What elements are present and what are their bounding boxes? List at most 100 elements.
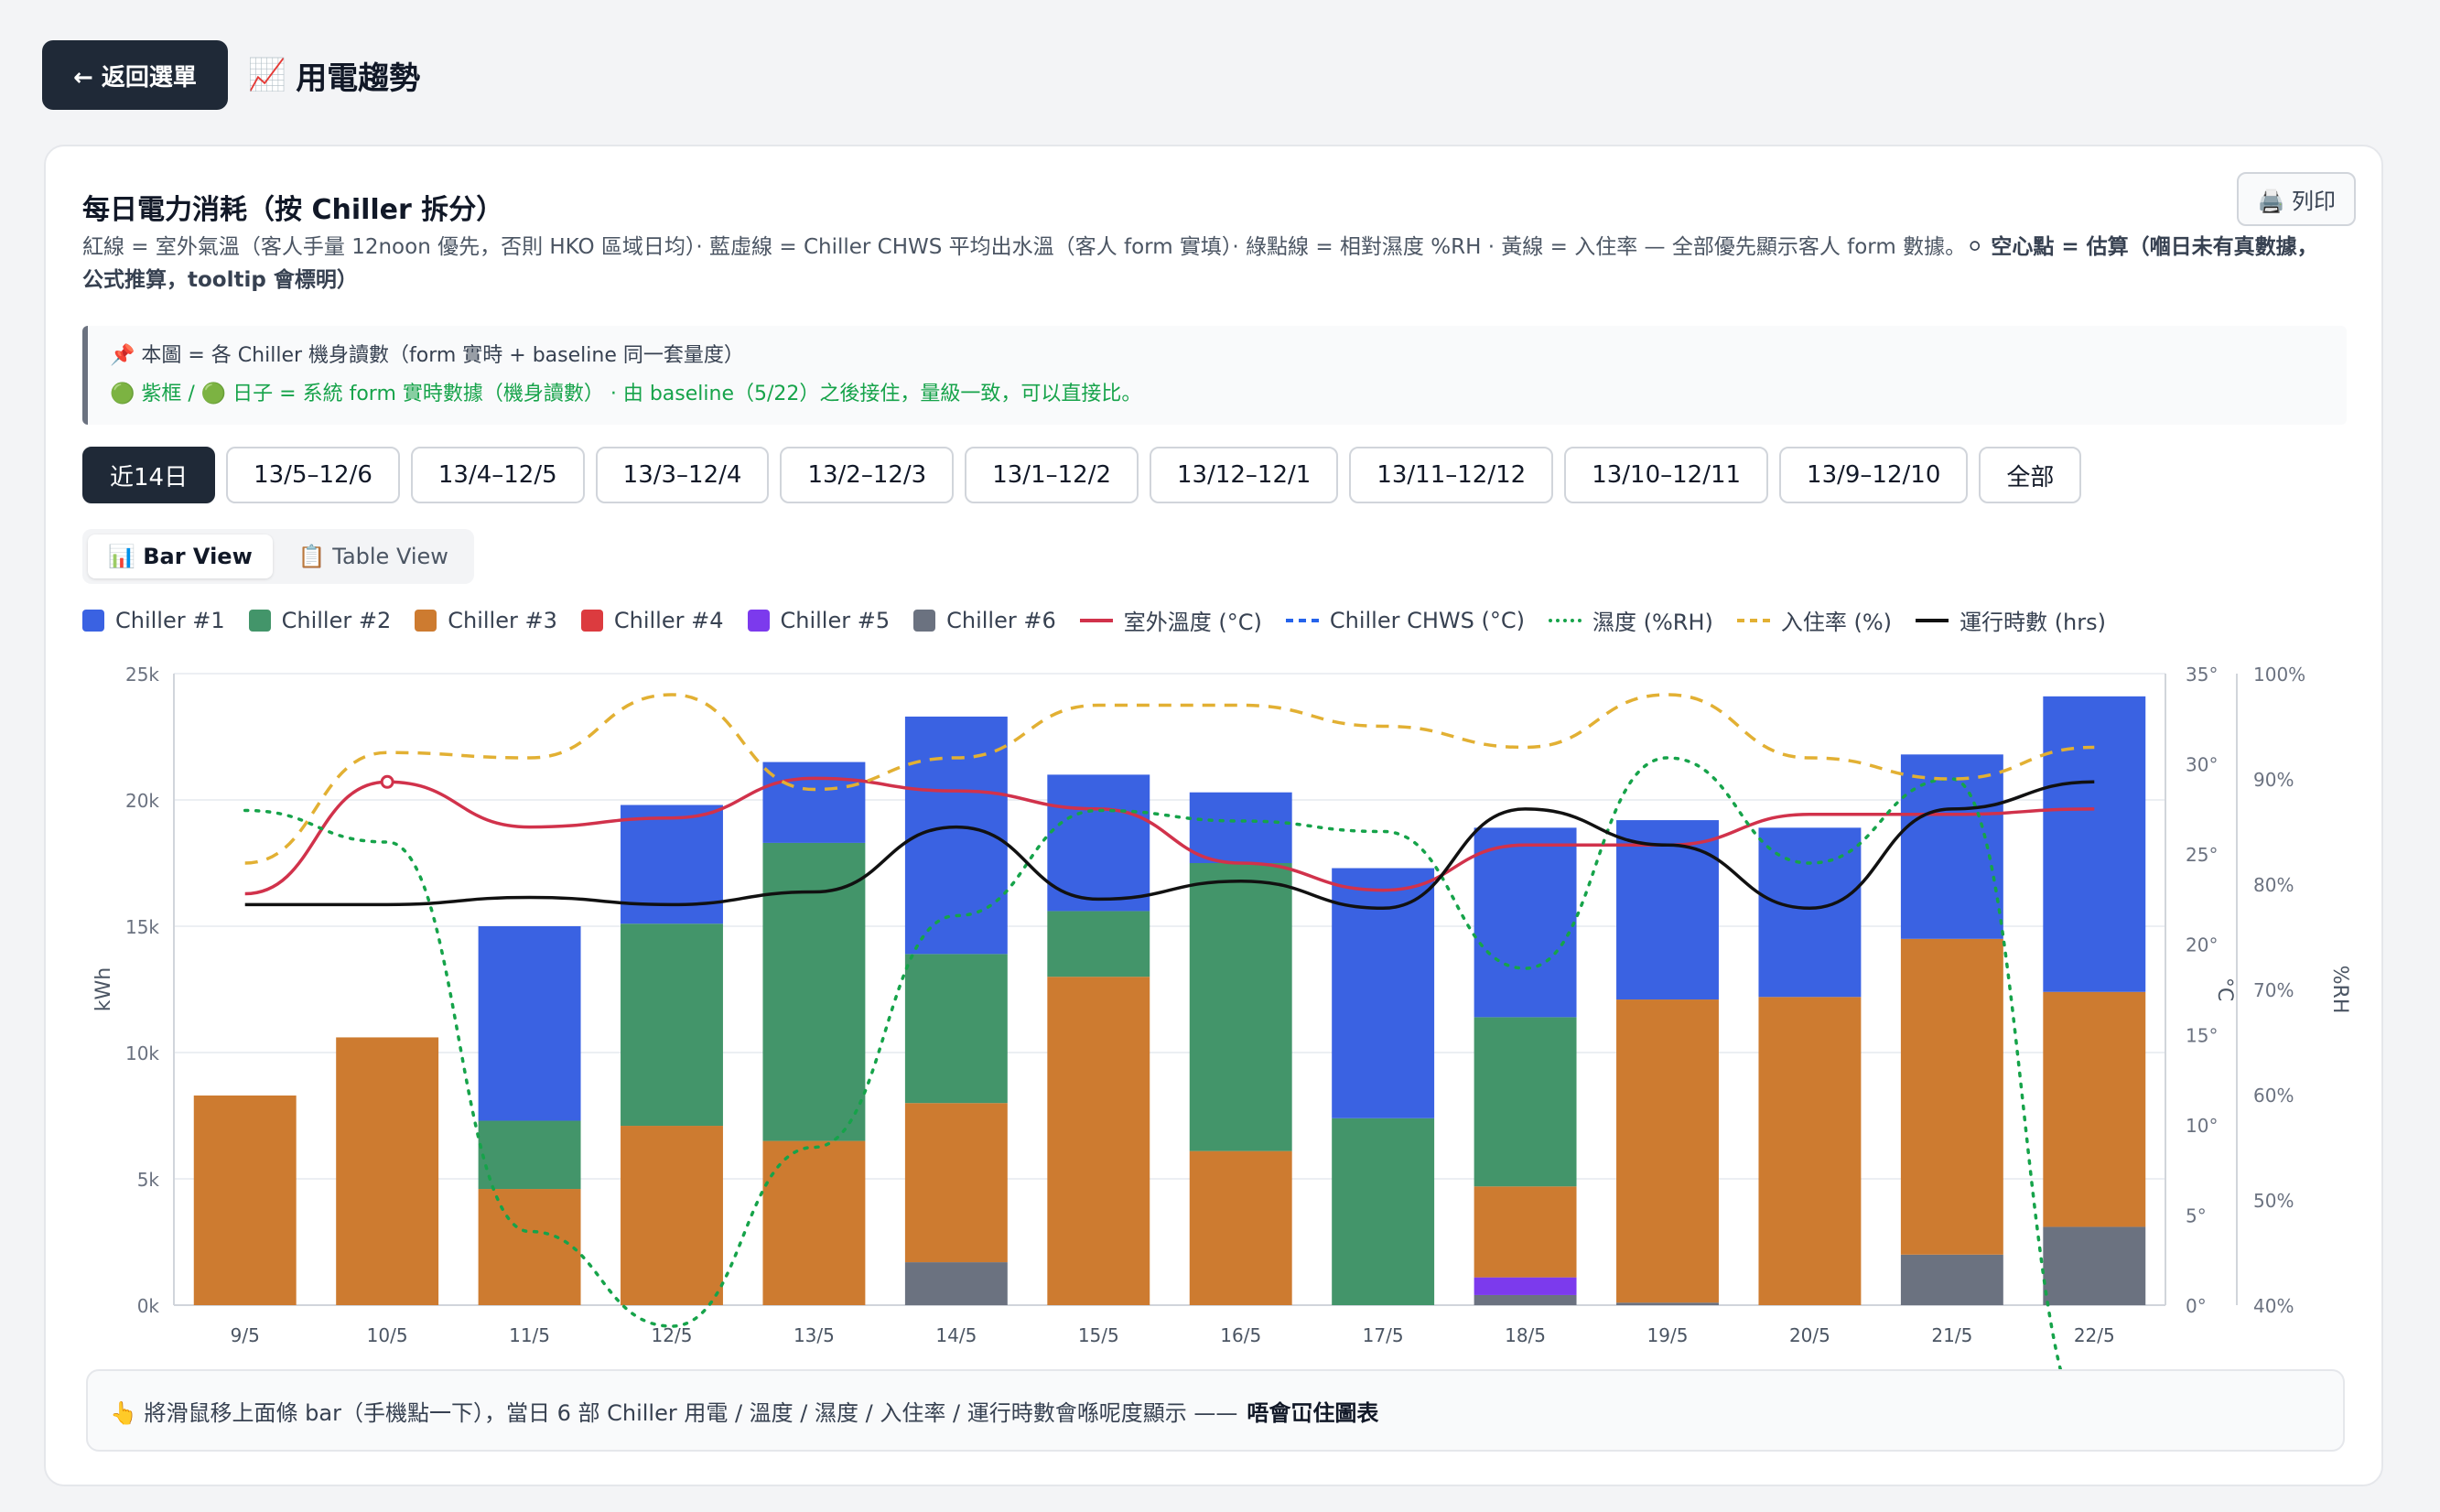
series-line [244, 693, 2095, 865]
note-line-2: 🟢 紫框 / 🟢 日子 = 系統 form 實時數據（機身讀數） · 由 bas… [110, 383, 1142, 405]
bar-segment [1332, 868, 1435, 1118]
bar-segment [762, 1140, 866, 1305]
top-bar: ← 返回選單 📈 用電趨勢 [42, 40, 420, 110]
legend-line [1736, 618, 1770, 622]
y3-tick-label: 80% [2253, 874, 2294, 896]
bar-view-button[interactable]: 📊 Bar View [88, 535, 273, 578]
legend-swatch [415, 609, 437, 632]
legend-label: 入住率 (%) [1780, 610, 1893, 635]
page-title: 📈 用電趨勢 [248, 53, 420, 98]
x-tick-label: 19/5 [1647, 1324, 1689, 1346]
legend-label: 室外溫度 (°C) [1123, 610, 1262, 635]
legend-label: Chiller #3 [448, 607, 557, 633]
bar-segment [1474, 827, 1577, 1018]
x-tick-label: 12/5 [652, 1324, 693, 1346]
y3-tick-label: 40% [2253, 1295, 2294, 1317]
range-tab[interactable]: 13/12–12/1 [1150, 447, 1339, 503]
bar-segment [193, 1095, 297, 1305]
bar-segment [1474, 1017, 1577, 1187]
bar-segment [1474, 1294, 1577, 1305]
legend-line [1549, 618, 1582, 622]
bar-segment [336, 1037, 439, 1305]
card-description: 紅線 = 室外氣溫（客人手量 12noon 優先，否則 HKO 區域日均）· 藍… [82, 231, 2334, 297]
legend-swatch [82, 609, 104, 632]
note-line-1: 📌 本圖 = 各 Chiller 機身讀數（form 實時 + baseline… [110, 344, 744, 367]
bar-segment [2043, 1226, 2146, 1305]
series-line [244, 780, 2095, 911]
x-tick-label: 10/5 [367, 1324, 408, 1346]
y-axis-label: kWh [92, 967, 115, 1011]
legend-item[interactable]: Chiller #4 [580, 607, 724, 633]
legend-item[interactable]: Chiller #1 [82, 608, 225, 633]
legend-line [1916, 618, 1949, 622]
bar-segment [1474, 1277, 1577, 1295]
range-tab[interactable]: 13/1–12/2 [965, 447, 1139, 503]
bar-segment [1047, 911, 1150, 977]
legend-swatch [913, 609, 936, 632]
y2-axis-label: °C [2213, 977, 2236, 1001]
bar-segment [904, 1262, 1008, 1305]
bar-segment [478, 1189, 581, 1305]
x-tick-label: 22/5 [2074, 1324, 2115, 1346]
x-tick-label: 21/5 [1931, 1324, 1972, 1346]
card-title: 每日電力消耗（按 Chiller 拆分） [82, 194, 504, 226]
legend-swatch [747, 609, 770, 632]
legend-item[interactable]: Chiller CHWS (°C) [1285, 608, 1525, 633]
x-tick-label: 18/5 [1505, 1324, 1546, 1346]
table-view-button[interactable]: 📋 Table View [297, 544, 448, 569]
energy-chart[interactable]: 0k 5k 10k 15k 20k 25k kWh 0° 5° 10° 15° 20° 25° 30° 35… [46, 146, 2385, 1488]
legend-label: Chiller #1 [115, 607, 225, 633]
legend-item[interactable]: 室外溫度 (°C) [1079, 604, 1262, 636]
range-tab-all[interactable]: 全部 [1979, 447, 2082, 503]
range-tab[interactable]: 13/4–12/5 [410, 447, 585, 503]
y2-tick-label: 0° [2186, 1295, 2207, 1317]
y-tick-label: 5k [137, 1169, 160, 1191]
legend-label: Chiller #4 [613, 607, 724, 633]
bar-segment [621, 1126, 723, 1305]
range-tab[interactable]: 13/11–12/12 [1349, 447, 1554, 503]
legend-item[interactable]: 入住率 (%) [1736, 604, 1893, 636]
bar-segment [762, 761, 866, 843]
print-button[interactable]: 🖨️ 列印 [2237, 172, 2356, 226]
bar-segment [2043, 991, 2146, 1227]
legend-label: Chiller #5 [780, 607, 891, 633]
x-tick-label: 9/5 [231, 1324, 260, 1346]
range-tab[interactable]: 13/10–12/11 [1564, 447, 1769, 503]
bar-segment [1900, 938, 2003, 1255]
y2-tick-label: 15° [2186, 1024, 2218, 1046]
x-tick-label: 14/5 [935, 1324, 977, 1346]
legend-item[interactable]: Chiller #3 [415, 608, 557, 633]
legend-item[interactable]: Chiller #5 [747, 607, 891, 633]
y2-tick-label: 5° [2186, 1204, 2207, 1226]
hover-hint: 👆 將滑鼠移上面條 bar（手機點一下），當日 6 部 Chiller 用電 /… [86, 1369, 2345, 1452]
x-tick-label: 16/5 [1220, 1324, 1261, 1346]
hint-text: 👆 將滑鼠移上面條 bar（手機點一下），當日 6 部 Chiller 用電 /… [110, 1399, 1238, 1426]
back-to-menu-button[interactable]: ← 返回選單 [42, 40, 228, 110]
description-bold: ⚪ 空心點 = 估算（嗰日未有真數據，公式推算，tooltip 會標明） [82, 235, 2318, 292]
legend-swatch [248, 609, 271, 632]
legend-line [1079, 618, 1113, 622]
y2-tick-label: 35° [2186, 664, 2218, 686]
range-tab[interactable]: 13/5–12/6 [226, 447, 400, 503]
bar-segment [1332, 1118, 1435, 1305]
range-tab[interactable]: 13/3–12/4 [595, 447, 770, 503]
range-tab[interactable]: 13/9–12/10 [1779, 447, 1969, 503]
y3-axis-label: %RH [2328, 966, 2351, 1014]
bar-segment [1758, 827, 1862, 998]
y-tick-label: 10k [125, 1042, 159, 1064]
legend-line [1285, 618, 1319, 622]
y3-tick-label: 90% [2253, 769, 2294, 791]
legend-item[interactable]: 濕度 (%RH) [1549, 604, 1713, 636]
bar-segment [478, 926, 581, 1121]
info-note: 📌 本圖 = 各 Chiller 機身讀數（form 實時 + baseline… [82, 326, 2347, 425]
x-tick-label: 15/5 [1078, 1324, 1119, 1346]
legend-item[interactable]: Chiller #6 [913, 608, 1056, 633]
range-tab[interactable]: 13/2–12/3 [780, 447, 955, 503]
range-tab-14d[interactable]: 近14日 [82, 447, 216, 503]
legend-item[interactable]: 運行時數 (hrs) [1916, 604, 2106, 636]
chart-card: 🖨️ 列印 每日電力消耗（按 Chiller 拆分） 紅線 = 室外氣溫（客人手… [44, 145, 2383, 1486]
y3-tick-label: 100% [2253, 664, 2305, 686]
legend-item[interactable]: Chiller #2 [248, 608, 391, 633]
y-tick-label: 25k [125, 664, 159, 686]
bar-segment [1758, 997, 1862, 1305]
